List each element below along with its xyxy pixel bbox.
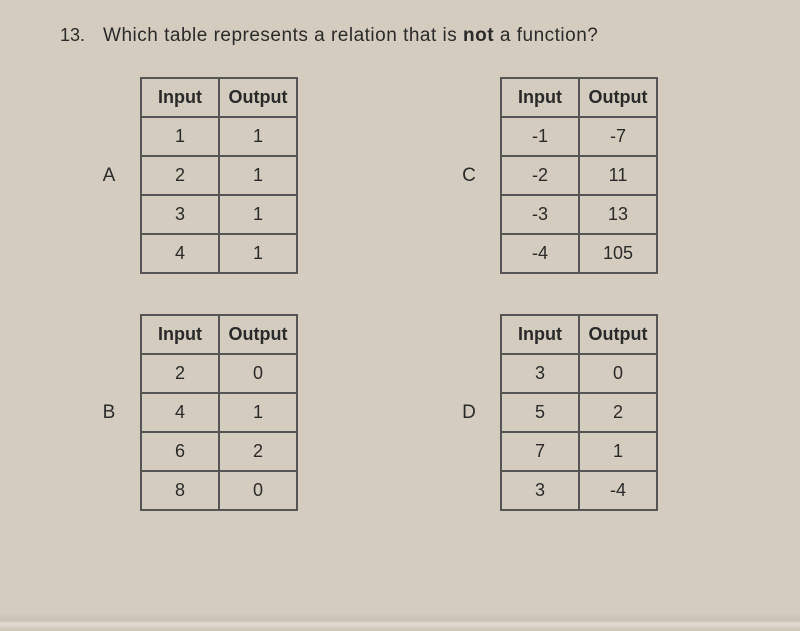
table-header-row: Input Output bbox=[141, 315, 297, 354]
table-header-row: Input Output bbox=[501, 315, 657, 354]
table-row: 11 bbox=[141, 117, 297, 156]
table-row: 3-4 bbox=[501, 471, 657, 510]
question-row: 13. Which table represents a relation th… bbox=[60, 25, 750, 47]
table-header-row: Input Output bbox=[501, 78, 657, 117]
table-label-a: A bbox=[100, 165, 118, 187]
tables-grid: A Input Output 11 21 31 41 C Input Outpu… bbox=[60, 77, 750, 511]
paper-edge-shadow bbox=[0, 613, 800, 631]
table-block-a: A Input Output 11 21 31 41 bbox=[100, 77, 370, 274]
table-c: Input Output -1-7 -211 -313 -4105 bbox=[500, 77, 658, 274]
col-output: Output bbox=[579, 78, 657, 117]
question-prefix: Which table represents a relation that i… bbox=[103, 25, 463, 46]
table-row: 21 bbox=[141, 156, 297, 195]
table-row: 52 bbox=[501, 393, 657, 432]
table-row: -1-7 bbox=[501, 117, 657, 156]
table-label-d: D bbox=[460, 402, 478, 424]
col-input: Input bbox=[141, 315, 219, 354]
table-block-b: B Input Output 20 41 62 80 bbox=[100, 314, 370, 511]
table-d: Input Output 30 52 71 3-4 bbox=[500, 314, 658, 511]
table-row: 41 bbox=[141, 393, 297, 432]
table-a: Input Output 11 21 31 41 bbox=[140, 77, 298, 274]
table-row: 41 bbox=[141, 234, 297, 273]
table-header-row: Input Output bbox=[141, 78, 297, 117]
question-suffix: a function? bbox=[494, 25, 598, 46]
question-number: 13. bbox=[60, 25, 85, 46]
table-block-c: C Input Output -1-7 -211 -313 -4105 bbox=[460, 77, 730, 274]
col-input: Input bbox=[141, 78, 219, 117]
col-output: Output bbox=[219, 78, 297, 117]
table-row: -211 bbox=[501, 156, 657, 195]
table-block-d: D Input Output 30 52 71 3-4 bbox=[460, 314, 730, 511]
col-output: Output bbox=[579, 315, 657, 354]
table-row: 20 bbox=[141, 354, 297, 393]
table-label-b: B bbox=[100, 402, 118, 424]
col-input: Input bbox=[501, 78, 579, 117]
table-b: Input Output 20 41 62 80 bbox=[140, 314, 298, 511]
table-row: -4105 bbox=[501, 234, 657, 273]
table-row: 30 bbox=[501, 354, 657, 393]
table-row: 80 bbox=[141, 471, 297, 510]
question-bold: not bbox=[463, 25, 494, 46]
table-row: 71 bbox=[501, 432, 657, 471]
table-row: -313 bbox=[501, 195, 657, 234]
col-input: Input bbox=[501, 315, 579, 354]
table-label-c: C bbox=[460, 165, 478, 187]
table-row: 62 bbox=[141, 432, 297, 471]
col-output: Output bbox=[219, 315, 297, 354]
table-row: 31 bbox=[141, 195, 297, 234]
question-text: Which table represents a relation that i… bbox=[103, 25, 598, 47]
